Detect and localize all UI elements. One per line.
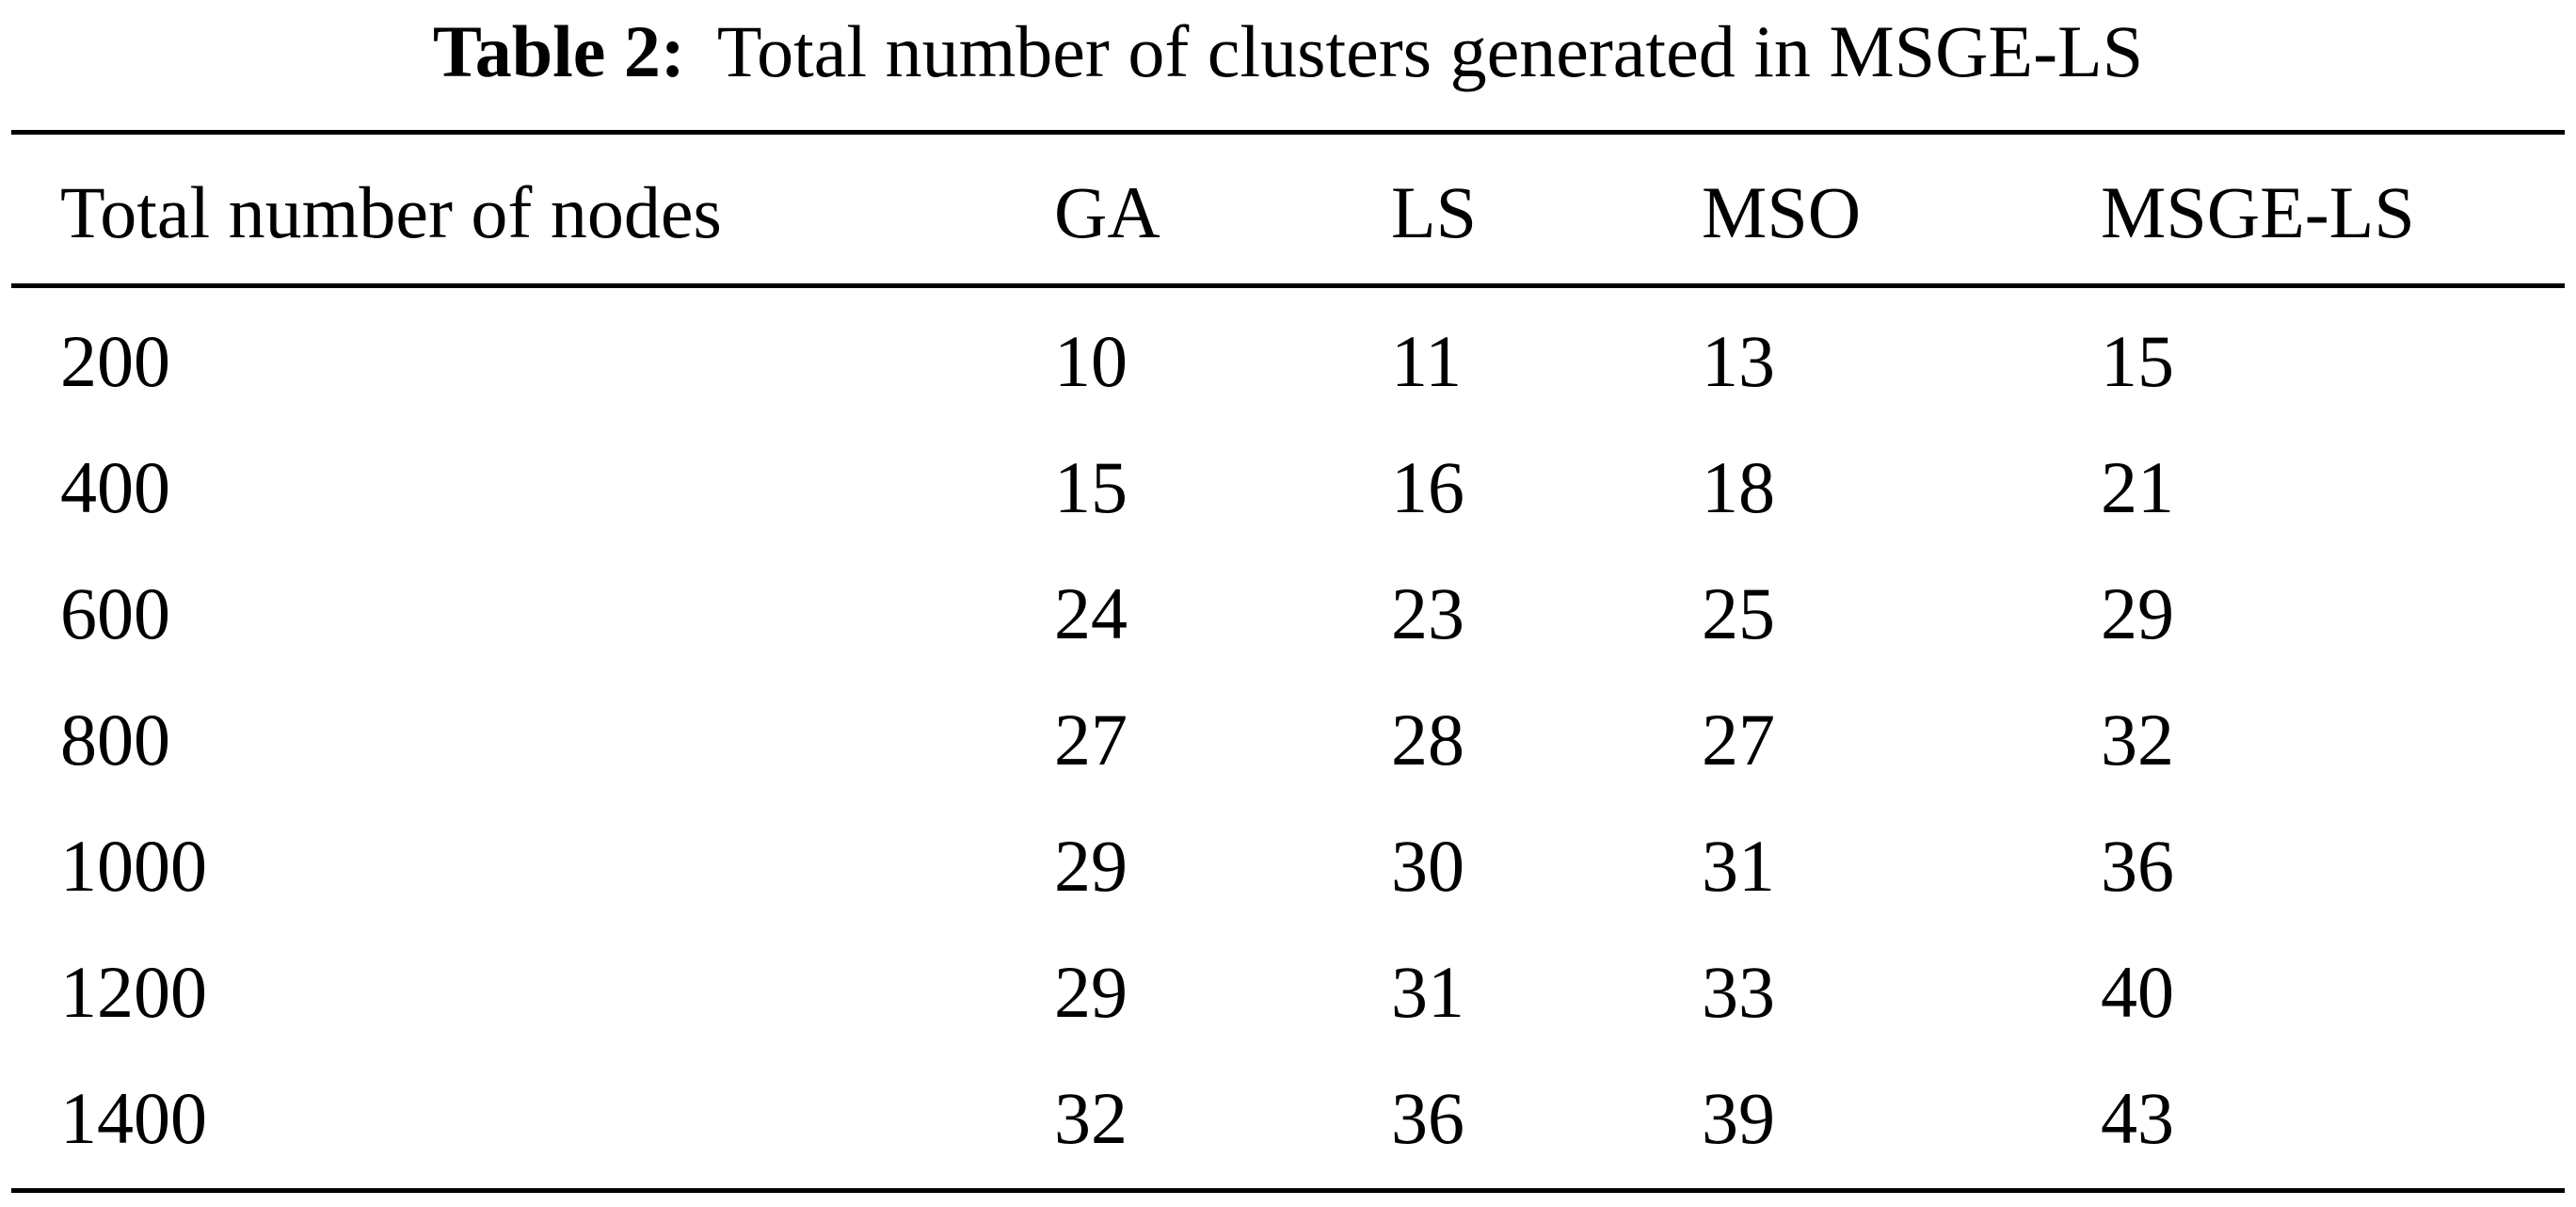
- header-ls: LS: [1391, 171, 1478, 253]
- cell-ls: 23: [1391, 572, 1464, 654]
- cell-ga: 15: [1054, 446, 1128, 528]
- caption-text: Total number of clusters generated in MS…: [716, 10, 2144, 92]
- cell-msge-ls: 29: [2101, 572, 2174, 654]
- table-row: 1200 29 31 33 40: [0, 929, 2576, 1055]
- cell-msge-ls: 21: [2101, 446, 2174, 528]
- cell-mso: 25: [1702, 572, 1775, 654]
- cell-ga: 29: [1054, 951, 1128, 1033]
- table-row: 1400 32 36 39 43: [0, 1055, 2576, 1182]
- cell-nodes: 1200: [60, 951, 207, 1033]
- cell-nodes: 800: [60, 699, 170, 781]
- cell-msge-ls: 43: [2101, 1077, 2174, 1159]
- header-total-nodes: Total number of nodes: [60, 171, 722, 253]
- cell-ls: 31: [1391, 951, 1464, 1033]
- cell-nodes: 200: [60, 320, 170, 402]
- table-header-row: Total number of nodes GA LS MSO MSGE-LS: [0, 149, 2576, 277]
- cell-ga: 24: [1054, 572, 1128, 654]
- cell-ga: 29: [1054, 825, 1128, 907]
- cell-ls: 16: [1391, 446, 1464, 528]
- cell-mso: 27: [1702, 699, 1775, 781]
- cell-msge-ls: 36: [2101, 825, 2174, 907]
- cell-mso: 31: [1702, 825, 1775, 907]
- table-row: 400 15 16 18 21: [0, 425, 2576, 551]
- cell-mso: 39: [1702, 1077, 1775, 1159]
- cell-ls: 11: [1391, 320, 1463, 402]
- cell-msge-ls: 15: [2101, 320, 2174, 402]
- cell-nodes: 1400: [60, 1077, 207, 1159]
- header-msge-ls: MSGE-LS: [2101, 171, 2415, 253]
- table-row: 800 27 28 27 32: [0, 677, 2576, 803]
- cell-mso: 18: [1702, 446, 1775, 528]
- table-caption: Table 2: Total number of clusters generat…: [0, 0, 2576, 122]
- cell-ga: 27: [1054, 699, 1128, 781]
- table-top-rule: [11, 130, 2565, 135]
- cell-ga: 32: [1054, 1077, 1128, 1159]
- table-header-rule: [11, 283, 2565, 288]
- cell-ga: 10: [1054, 320, 1128, 402]
- cell-msge-ls: 40: [2101, 951, 2174, 1033]
- cell-nodes: 1000: [60, 825, 207, 907]
- cell-ls: 30: [1391, 825, 1464, 907]
- caption-label: Table 2:: [432, 10, 685, 92]
- table-row: 600 24 23 25 29: [0, 551, 2576, 677]
- cell-ls: 28: [1391, 699, 1464, 781]
- cell-nodes: 400: [60, 446, 170, 528]
- cell-ls: 36: [1391, 1077, 1464, 1159]
- cell-msge-ls: 32: [2101, 699, 2174, 781]
- cell-mso: 13: [1702, 320, 1775, 402]
- header-ga: GA: [1054, 171, 1160, 253]
- table-row: 200 10 11 13 15: [0, 298, 2576, 425]
- cell-mso: 33: [1702, 951, 1775, 1033]
- table-body: 200 10 11 13 15 400 15 16 18 21 600 24 2…: [0, 298, 2576, 1182]
- table-row: 1000 29 30 31 36: [0, 803, 2576, 929]
- table-bottom-rule: [11, 1188, 2565, 1193]
- cell-nodes: 600: [60, 572, 170, 654]
- header-mso: MSO: [1702, 171, 1862, 253]
